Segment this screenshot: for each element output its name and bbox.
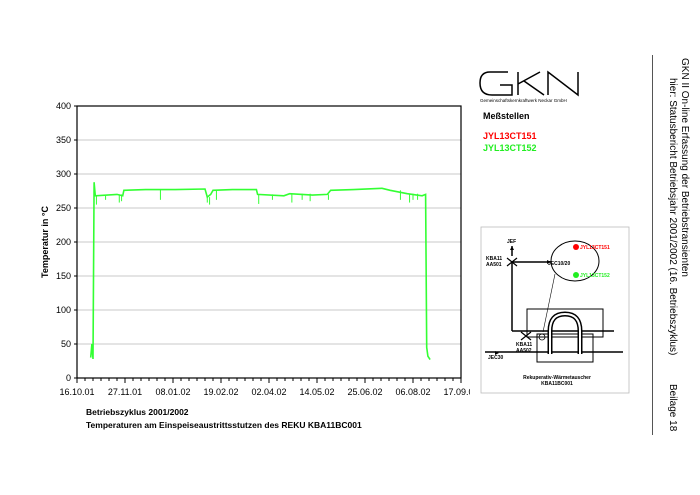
gkn-logo: Gemeinschaftskernkraftwerk Neckar GmbH [478, 68, 590, 108]
header-divider [652, 55, 653, 435]
legend-item-jyl13ct151: JYL13CT151 [483, 131, 537, 141]
label-title2: KBA11BC001 [541, 381, 573, 387]
y-tick-label: 50 [61, 339, 71, 349]
caption-line1: Betriebszyklus 2001/2002 [86, 407, 189, 417]
y-tick-label: 200 [56, 237, 71, 247]
y-tick-label: 150 [56, 271, 71, 281]
label-valve1-line2: AA501 [486, 262, 502, 268]
header-title-line1: GKN II On-line Erfassung der Betriebstra… [679, 58, 690, 277]
label-jef: JEF [507, 239, 516, 245]
label-jec30: JEC30 [488, 355, 504, 361]
x-tick-label: 17.09.02 [443, 387, 470, 397]
header-title-line2: hier: Statusbericht Betriebsjahr 2001/20… [667, 78, 678, 356]
label-jec1020: JEC10/20 [548, 261, 570, 267]
temperature-chart: 0 50 100 150 200 250 300 350 400 16.10.01 27.11.0… [40, 101, 470, 397]
label-valve2-line2: AA502 [516, 348, 532, 354]
gkn-logo-graphic [479, 70, 579, 97]
label-sensor2: JYL13CT152 [580, 273, 610, 279]
x-tick-label: 27.11.01 [108, 387, 142, 397]
logo-subtitle: Gemeinschaftskernkraftwerk Neckar GmbH [480, 98, 567, 103]
y-tick-label: 350 [56, 135, 71, 145]
x-tick-label: 16.10.01 [59, 387, 94, 397]
caption-line2: Temperaturen am Einspeiseaustrittsstutze… [86, 420, 362, 430]
heat-exchanger-schematic: JEF KBA11 AA501 JEC10/20 KBA11 AA502 JEC… [480, 226, 630, 394]
x-tick-label: 02.04.02 [251, 387, 286, 397]
attachment-label: Beilage 18 [667, 384, 678, 432]
y-tick-label: 0 [66, 373, 71, 383]
sensor-jyl13ct152-dot [573, 272, 579, 278]
label-valve2: KBA11 [516, 342, 532, 348]
y-tick-label: 250 [56, 203, 71, 213]
y-tick-label: 300 [56, 169, 71, 179]
y-tick-label: 400 [56, 101, 71, 111]
x-tick-label: 14.05.02 [299, 387, 334, 397]
x-tick-label: 25.06.02 [347, 387, 382, 397]
legend-item-jyl13ct152: JYL13CT152 [483, 143, 537, 153]
x-tick-label: 08.01.02 [155, 387, 190, 397]
sensor-jyl13ct151-dot [573, 244, 579, 250]
x-tick-label: 06.08.02 [395, 387, 430, 397]
x-tick-label: 19.02.02 [203, 387, 238, 397]
y-tick-label: 100 [56, 305, 71, 315]
label-sensor1: JYL13CT151 [580, 245, 610, 251]
y-axis-label: Temperatur in °C [40, 206, 50, 278]
label-valve1: KBA11 [486, 256, 502, 262]
legend-title: Meßstellen [483, 111, 530, 121]
series-line [89, 182, 431, 361]
label-title1: Rekuperativ-Wärmetauscher [523, 375, 591, 381]
